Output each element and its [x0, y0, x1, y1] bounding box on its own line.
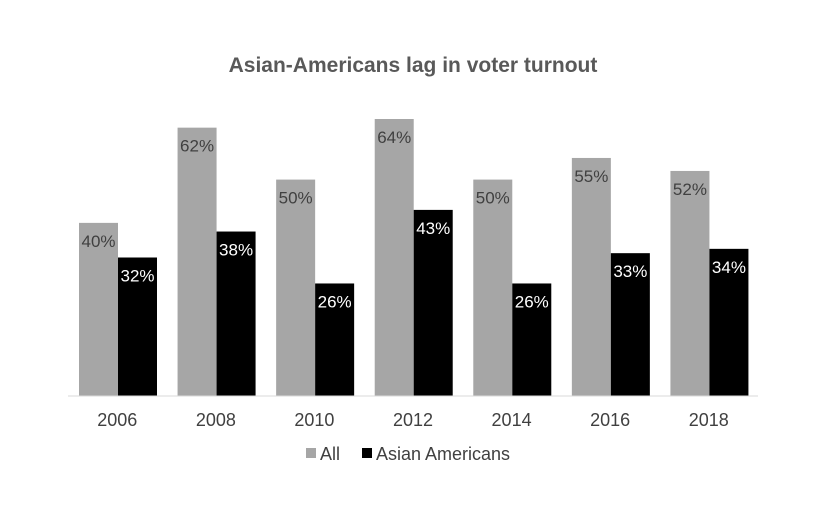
- bar-all-2008: [177, 127, 217, 396]
- bar-all-2014: [473, 179, 513, 396]
- data-label-asian-americans-2016: 33%: [613, 262, 647, 281]
- data-label-asian-americans-2010: 26%: [318, 292, 352, 311]
- data-label-all-2018: 52%: [673, 180, 707, 199]
- bar-asian-americans-2016: [610, 253, 650, 396]
- bar-all-2010: [276, 179, 316, 396]
- bar-asian-americans-2010: [315, 283, 355, 396]
- data-label-all-2006: 40%: [81, 232, 115, 251]
- x-axis-ticks: 2006 2008 2010 2012 2014 2016 2018: [97, 410, 728, 430]
- bar-all-2006: [79, 222, 118, 396]
- chart-title: Asian-Americans lag in voter turnout: [229, 54, 598, 77]
- legend-swatch-asian-americans: [362, 448, 372, 458]
- bar-asian-americans-2008: [216, 231, 256, 396]
- data-label-all-2010: 50%: [279, 189, 313, 208]
- legend-label-all: All: [320, 444, 340, 464]
- bar-asian-americans-2012: [413, 209, 453, 396]
- data-label-all-2008: 62%: [180, 137, 214, 156]
- x-tick-label-2010: 2010: [294, 410, 334, 430]
- legend-swatch-all: [306, 448, 316, 458]
- bar-all-2012: [374, 119, 414, 396]
- data-label-asian-americans-2008: 38%: [219, 241, 253, 260]
- bar-asian-americans-2006: [118, 257, 157, 396]
- data-label-all-2012: 64%: [377, 128, 411, 147]
- legend-label-asian-americans: Asian Americans: [376, 444, 510, 464]
- bars-layer: 40% 32% 62% 38% 50% 26% 64% 43% 50% 26% 55% 33% 52% 3…: [79, 119, 749, 396]
- data-label-all-2014: 50%: [476, 189, 510, 208]
- data-label-asian-americans-2018: 34%: [712, 258, 746, 277]
- data-label-all-2016: 55%: [574, 167, 608, 186]
- data-label-asian-americans-2014: 26%: [515, 292, 549, 311]
- x-tick-label-2006: 2006: [97, 410, 137, 430]
- x-tick-label-2018: 2018: [689, 410, 729, 430]
- data-label-asian-americans-2012: 43%: [416, 219, 450, 238]
- bar-all-2016: [571, 157, 611, 396]
- x-tick-label-2016: 2016: [590, 410, 630, 430]
- data-label-asian-americans-2006: 32%: [120, 267, 154, 286]
- bar-asian-americans-2018: [709, 248, 749, 396]
- x-tick-label-2008: 2008: [196, 410, 236, 430]
- legend: All Asian Americans: [306, 444, 510, 464]
- x-tick-label-2012: 2012: [393, 410, 433, 430]
- bar-all-2018: [670, 170, 710, 396]
- bar-asian-americans-2014: [512, 283, 552, 396]
- x-tick-label-2014: 2014: [492, 410, 532, 430]
